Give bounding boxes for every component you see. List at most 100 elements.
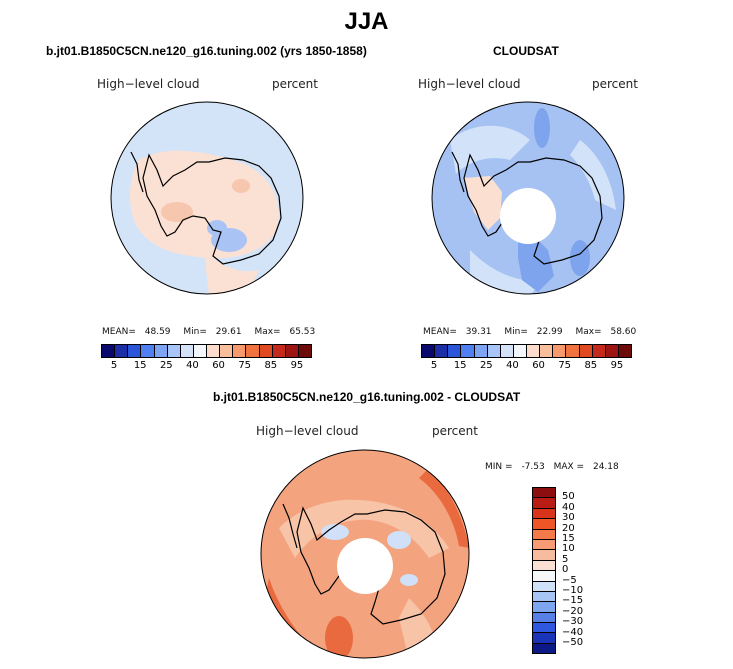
obs-colorbar-swatch bbox=[474, 345, 488, 357]
obs-colorbar-swatch bbox=[500, 345, 514, 357]
diff-map-dark-streak bbox=[325, 616, 353, 658]
diff-max-value: 24.18 bbox=[592, 462, 619, 472]
diff-colorbar-tick-label: 50 bbox=[562, 491, 575, 503]
model-colorbar-swatch bbox=[220, 345, 234, 357]
obs-map-warm-region bbox=[464, 176, 502, 230]
obs-map-dark-streak bbox=[534, 108, 550, 148]
diff-colorbar-tick-label: 40 bbox=[562, 501, 575, 513]
model-colorbar-tick-label: 40 bbox=[186, 360, 199, 371]
diff-colorbar-tick-label: −50 bbox=[562, 637, 584, 648]
obs-map-light-region bbox=[450, 125, 530, 174]
obs-colorbar-swatch bbox=[553, 345, 567, 357]
model-map-border bbox=[110, 101, 304, 295]
model-panel-title: b.jt01.B1850C5CN.ne120_g16.tuning.002 (y… bbox=[46, 44, 367, 58]
figure-title: JJA bbox=[344, 8, 389, 35]
obs-colorbar-labels: 5 15 25 40 60 75 85 95 bbox=[421, 360, 630, 374]
model-colorbar-swatch bbox=[128, 345, 142, 357]
obs-colorbar-tick-label: 95 bbox=[610, 360, 624, 371]
diff-missing-data-hole bbox=[337, 538, 393, 594]
model-map-warm-region bbox=[130, 150, 279, 259]
model-colorbar-swatch bbox=[154, 345, 168, 357]
obs-colorbar-swatch bbox=[448, 345, 462, 357]
diff-colorbar-tick-label: −15 bbox=[562, 595, 584, 607]
model-min-value: 29.61 bbox=[215, 327, 242, 337]
model-colorbar-labels: 5 15 25 40 60 75 85 95 bbox=[101, 360, 310, 374]
model-polar-map bbox=[110, 101, 304, 295]
obs-map-border bbox=[431, 101, 625, 295]
diff-variable-label: High−level cloud bbox=[256, 424, 359, 438]
diff-colorbar-swatch bbox=[533, 633, 555, 644]
diff-colorbar-swatch bbox=[533, 581, 555, 592]
obs-variable-label: High−level cloud bbox=[418, 77, 521, 91]
diff-colorbar-tick-label: −40 bbox=[562, 626, 584, 638]
diff-antarctica-coastline bbox=[296, 506, 446, 625]
obs-colorbar-swatch bbox=[461, 345, 475, 357]
obs-colorbar-tick-label: 40 bbox=[506, 360, 519, 371]
obs-units-label: percent bbox=[592, 77, 638, 91]
obs-colorbar-swatch bbox=[435, 345, 449, 357]
diff-colorbar-swatch bbox=[533, 519, 555, 530]
diff-colorbar-swatch bbox=[533, 539, 555, 551]
diff-colorbar-tick-label: 10 bbox=[562, 543, 575, 555]
obs-colorbar-tick-label: 15 bbox=[453, 360, 467, 371]
model-antarctica-coastline bbox=[142, 153, 282, 265]
model-colorbar-swatch bbox=[298, 345, 311, 357]
obs-colorbar-swatch bbox=[422, 345, 436, 357]
model-map-warm-patch bbox=[232, 179, 250, 193]
diff-colorbar-labels: 50 40 30 20 15 10 5 0 −5 −10 −15 −20 −30 −40 −50 bbox=[562, 487, 602, 659]
diff-colorbar-tick-label: −20 bbox=[562, 605, 584, 617]
model-colorbar-swatch bbox=[207, 345, 221, 357]
obs-colorbar-swatch bbox=[618, 345, 631, 357]
diff-colorbar-swatch bbox=[533, 591, 555, 603]
diff-colorbar-tick-label: 5 bbox=[562, 553, 569, 565]
diff-colorbar-swatch bbox=[533, 550, 555, 561]
obs-colorbar-tick-label: 85 bbox=[584, 360, 598, 371]
obs-antarctica-coastline bbox=[463, 153, 603, 265]
diff-stats: MIN = -7.53 MAX = 24.18 bbox=[485, 462, 619, 472]
model-map-warm-region bbox=[204, 250, 259, 294]
model-colorbar-swatch bbox=[167, 345, 181, 357]
diff-peninsula-coastline bbox=[282, 503, 298, 549]
diff-max-label: MAX = bbox=[553, 462, 585, 472]
model-map-warm-patch bbox=[161, 202, 193, 222]
diff-colorbar-tick-label: 15 bbox=[562, 533, 575, 544]
obs-colorbar-swatch bbox=[579, 345, 593, 357]
diff-map-dark-region bbox=[419, 468, 469, 548]
diff-colorbar-tick-label: −30 bbox=[562, 616, 584, 628]
model-mean-value: 48.59 bbox=[144, 327, 171, 337]
obs-colorbar-tick-label: 25 bbox=[479, 360, 493, 371]
obs-mean-label: MEAN= bbox=[423, 327, 457, 337]
model-colorbar-swatch bbox=[272, 345, 286, 357]
model-colorbar-tick-label: 85 bbox=[264, 360, 278, 371]
model-colorbar-swatch bbox=[141, 345, 155, 357]
obs-colorbar-swatch bbox=[487, 345, 501, 357]
obs-min-label: Min= bbox=[504, 327, 528, 337]
diff-colorbar-tick-label: −10 bbox=[562, 585, 584, 596]
model-colorbar-tick-label: 60 bbox=[212, 360, 225, 371]
model-colorbar-swatch bbox=[246, 345, 260, 357]
diff-map-light-region bbox=[279, 499, 449, 558]
model-max-label: Max= bbox=[254, 327, 281, 337]
model-units-label: percent bbox=[272, 77, 318, 91]
model-colorbar-swatch bbox=[259, 345, 273, 357]
diff-panel-title: b.jt01.B1850C5CN.ne120_g16.tuning.002 - … bbox=[213, 390, 521, 404]
diff-map-border bbox=[260, 449, 470, 659]
model-colorbar bbox=[101, 344, 312, 358]
diff-colorbar-tick-label: 0 bbox=[562, 564, 569, 576]
diff-colorbar-swatch bbox=[533, 560, 555, 572]
diff-colorbar-swatch bbox=[533, 488, 555, 499]
obs-colorbar-swatch bbox=[592, 345, 606, 357]
model-colorbar-swatch bbox=[115, 345, 129, 357]
obs-colorbar-tick-label: 5 bbox=[430, 360, 438, 371]
obs-max-value: 58.60 bbox=[610, 327, 637, 337]
model-colorbar-tick-label: 5 bbox=[110, 360, 118, 371]
obs-peninsula-coastline bbox=[451, 151, 465, 193]
model-map-blue-patch bbox=[207, 220, 227, 236]
obs-colorbar-swatch bbox=[566, 345, 580, 357]
obs-colorbar-tick-label: 75 bbox=[558, 360, 572, 371]
obs-colorbar-swatch bbox=[540, 345, 554, 357]
model-max-value: 65.53 bbox=[289, 327, 316, 337]
model-colorbar-tick-label: 75 bbox=[238, 360, 252, 371]
diff-map-blue-patch bbox=[321, 524, 349, 540]
obs-map-dark-streak bbox=[570, 240, 590, 276]
